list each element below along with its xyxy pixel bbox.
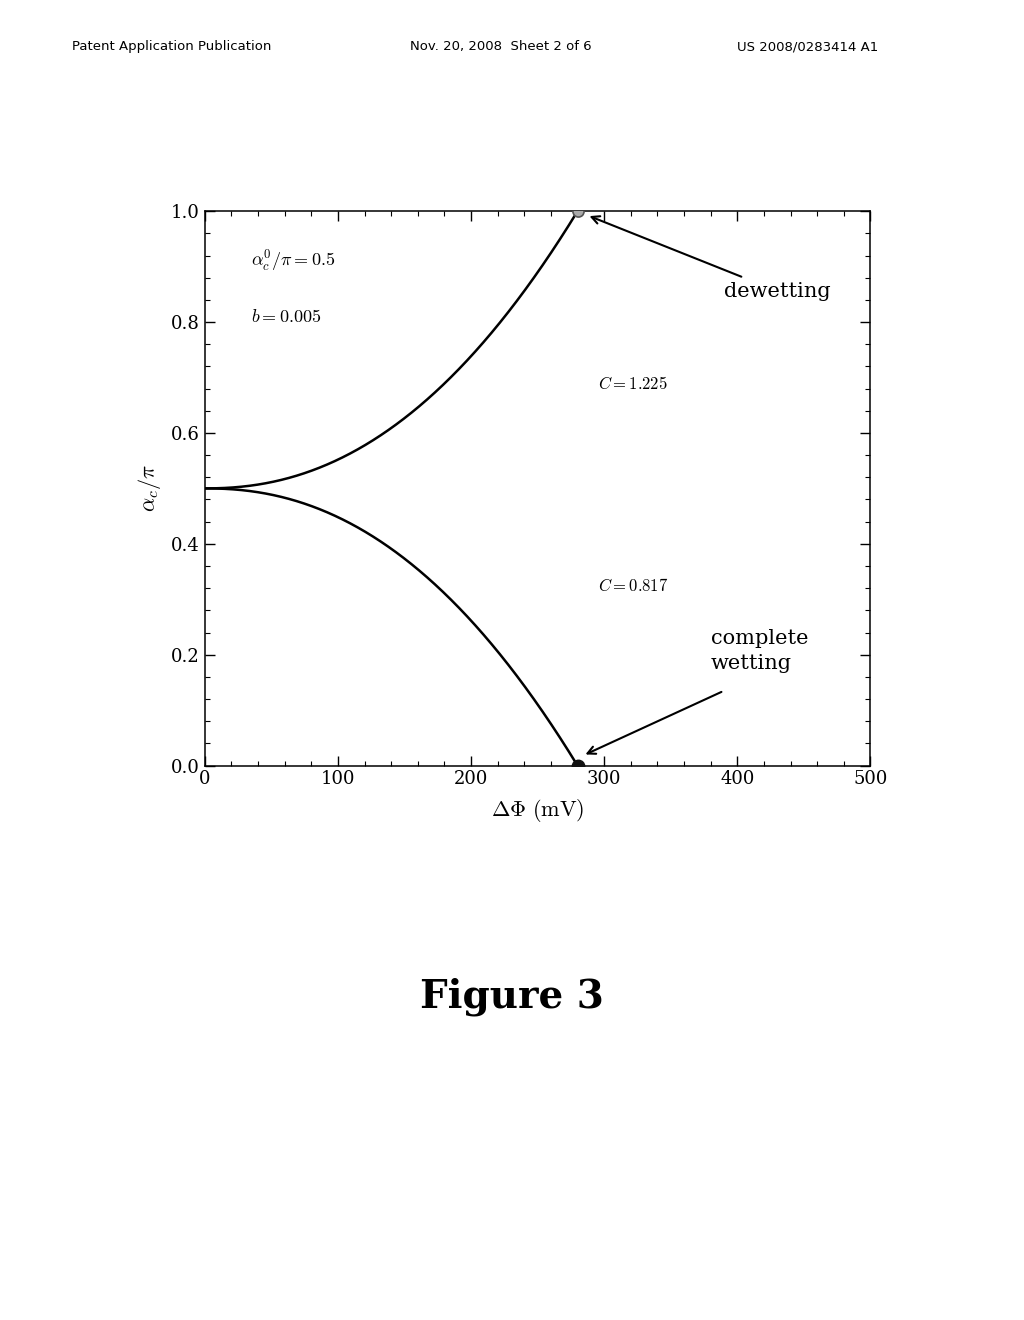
Text: complete
wetting: complete wetting — [711, 628, 808, 673]
X-axis label: $\Delta\Phi\ \mathrm{(mV)}$: $\Delta\Phi\ \mathrm{(mV)}$ — [490, 797, 585, 824]
Text: Figure 3: Figure 3 — [420, 977, 604, 1016]
Text: US 2008/0283414 A1: US 2008/0283414 A1 — [737, 40, 879, 53]
Text: $\alpha_c^0/\pi = 0.5$: $\alpha_c^0/\pi = 0.5$ — [252, 248, 336, 275]
Text: $C = 1.225$: $C = 1.225$ — [598, 376, 668, 392]
Text: Nov. 20, 2008  Sheet 2 of 6: Nov. 20, 2008 Sheet 2 of 6 — [410, 40, 591, 53]
Y-axis label: $\alpha_c/\pi$: $\alpha_c/\pi$ — [136, 465, 163, 512]
Text: dewetting: dewetting — [724, 282, 830, 301]
Text: Patent Application Publication: Patent Application Publication — [72, 40, 271, 53]
Text: $b = 0.005$: $b = 0.005$ — [252, 308, 322, 326]
Text: $C = 0.817$: $C = 0.817$ — [598, 578, 668, 595]
